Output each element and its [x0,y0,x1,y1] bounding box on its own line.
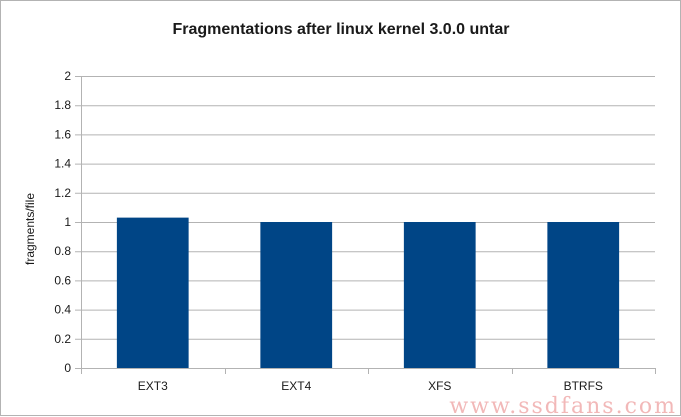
y-axis-label: fragments/file [23,193,37,265]
y-tick-label: 0 [64,361,71,375]
y-tick-label: 1.4 [54,157,71,171]
bar [260,222,333,368]
x-tick-label: XFS [428,379,451,393]
chart-title: Fragmentations after linux kernel 3.0.0 … [173,21,510,38]
y-tick-label: 0.8 [54,244,71,258]
y-tick-label: 0.2 [54,332,71,346]
bar [403,222,476,368]
x-tick-label: EXT4 [281,379,311,393]
y-tick-labels: 0 0.2 0.4 0.6 0.8 1 1.2 1.4 1.6 1.8 2 [54,69,71,375]
y-tick-label: 2 [64,69,71,83]
x-tick-label: BTRFS [564,379,603,393]
x-tick-labels: EXT3 EXT4 XFS BTRFS [138,379,603,393]
y-tick-label: 1.6 [54,127,71,141]
y-tick-label: 0.6 [54,273,71,287]
bar [547,222,620,368]
bar [116,217,189,368]
y-tick-label: 1.8 [54,98,71,112]
axes [81,76,656,374]
y-tick-label: 1.2 [54,186,71,200]
watermark: www.ssdfans.com [449,394,677,417]
bars [116,217,620,368]
y-tick-label: 0.4 [54,303,71,317]
y-tick-label: 1 [64,215,71,229]
x-tick-label: EXT3 [138,379,168,393]
